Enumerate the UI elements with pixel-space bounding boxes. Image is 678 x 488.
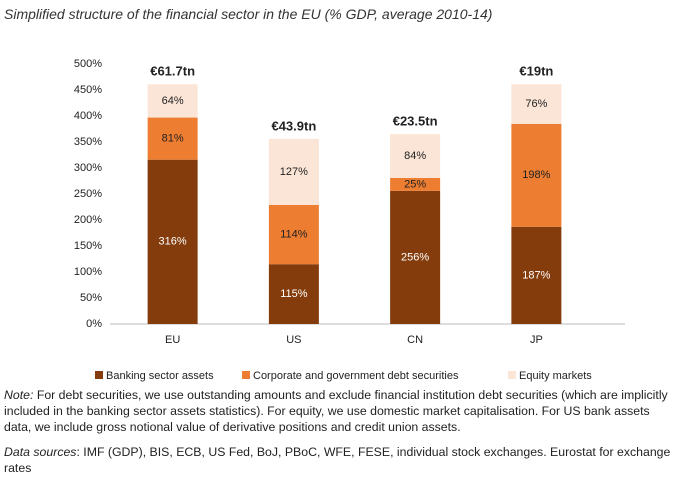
total-label: €19tn (519, 64, 553, 79)
y-tick-label: 500% (74, 58, 102, 70)
bar-segment (147, 117, 198, 160)
value-label: 256% (401, 251, 429, 263)
y-tick-label: 300% (74, 162, 102, 174)
x-tick-label: CN (407, 334, 423, 346)
bar-segment (268, 264, 319, 324)
total-label: €23.5tn (393, 114, 438, 129)
bar-segment (147, 159, 198, 324)
bar-segment (147, 84, 198, 118)
legend-swatch (95, 371, 103, 379)
note: Note: For debt securities, we use outsta… (4, 387, 672, 435)
legend-label: Banking sector assets (106, 370, 214, 382)
bar-segment (511, 123, 562, 227)
chart-title: Simplified structure of the financial se… (4, 6, 493, 22)
value-label: 25% (404, 178, 426, 190)
legend-swatch (242, 371, 250, 379)
y-tick-label: 50% (80, 292, 102, 304)
value-label: 81% (162, 133, 184, 145)
y-tick-label: 150% (74, 240, 102, 252)
bar-segment (511, 84, 562, 124)
bar-segment (268, 138, 319, 205)
bar-segment (390, 190, 441, 324)
sources: Data sources: IMF (GDP), BIS, ECB, US Fe… (4, 444, 672, 476)
total-label: €61.7tn (150, 64, 195, 79)
value-label: 127% (280, 166, 308, 178)
value-label: 316% (159, 236, 187, 248)
chart: 0% 50% 100% 150% 200% 250% 300% 350% 400% 450% 500… (74, 58, 625, 382)
value-label: 187% (522, 269, 550, 281)
total-label: €43.9tn (271, 118, 316, 133)
value-label: 84% (404, 150, 426, 162)
x-tick-label: EU (165, 334, 180, 346)
bar-segment (390, 177, 441, 191)
y-tick-label: 0% (86, 318, 102, 330)
bar-segment (268, 204, 319, 265)
y-tick-label: 400% (74, 110, 102, 122)
y-tick-label: 350% (74, 136, 102, 148)
y-tick-label: 250% (74, 188, 102, 200)
y-tick-label: 450% (74, 84, 102, 96)
x-tick-label: US (286, 334, 301, 346)
legend-swatch (508, 371, 516, 379)
sources-label: Data sources (4, 445, 77, 459)
bar-segment (511, 226, 562, 324)
note-label: Note: (4, 388, 34, 402)
sources-text: : IMF (GDP), BIS, ECB, US Fed, BoJ, PBoC… (4, 445, 671, 475)
y-tick-label: 200% (74, 214, 102, 226)
legend-label: Corporate and government debt securities (253, 370, 459, 382)
note-text: For debt securities, we use outstanding … (4, 388, 668, 434)
value-label: 114% (280, 228, 308, 240)
x-tick-label: JP (530, 334, 543, 346)
y-tick-label: 100% (74, 266, 102, 278)
value-label: 198% (522, 169, 550, 181)
legend-label: Equity markets (519, 370, 592, 382)
bar-segment (390, 134, 441, 178)
value-label: 76% (525, 98, 547, 110)
value-label: 115% (280, 288, 308, 300)
value-label: 64% (162, 95, 184, 107)
